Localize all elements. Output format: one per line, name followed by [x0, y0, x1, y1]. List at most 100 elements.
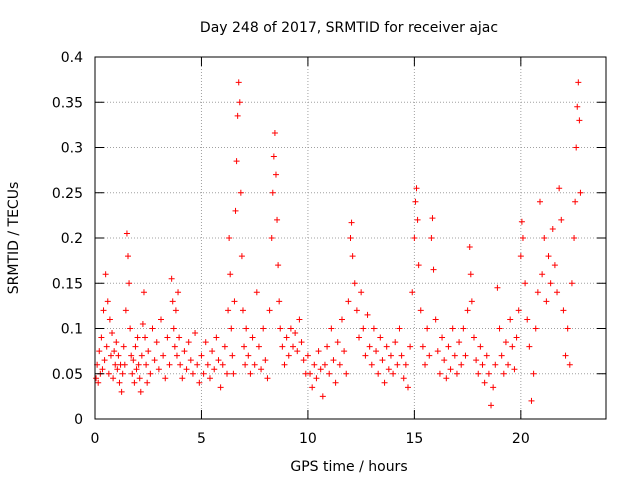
data-point — [260, 325, 267, 332]
data-point — [560, 307, 567, 314]
data-point — [153, 339, 160, 346]
data-point — [467, 271, 474, 278]
data-point — [233, 158, 240, 165]
data-point — [571, 235, 578, 241]
data-point — [107, 352, 114, 359]
data-point — [324, 343, 331, 350]
data-point — [477, 343, 484, 350]
data-point — [93, 375, 100, 382]
data-point — [142, 334, 149, 341]
data-point — [228, 325, 235, 332]
data-point — [241, 343, 248, 350]
data-point — [462, 352, 469, 359]
data-point — [473, 357, 480, 364]
data-point — [356, 334, 363, 341]
data-point — [285, 352, 292, 359]
data-point — [235, 79, 242, 86]
data-point — [321, 361, 328, 368]
data-point — [424, 325, 431, 332]
data-point — [219, 361, 226, 368]
data-point — [577, 189, 584, 196]
data-point — [200, 370, 207, 377]
data-point — [234, 112, 241, 119]
data-point — [277, 325, 284, 332]
data-point — [202, 339, 209, 346]
data-point — [131, 379, 138, 386]
y-tick-label: 0.35 — [52, 95, 83, 111]
data-point — [238, 253, 245, 260]
data-point — [470, 334, 477, 341]
data-point — [309, 384, 316, 391]
data-point — [475, 370, 482, 377]
data-point — [249, 334, 256, 341]
y-tick-label: 0.3 — [61, 141, 83, 157]
data-point — [173, 352, 180, 359]
data-point — [221, 343, 228, 350]
data-point — [492, 361, 499, 368]
data-point — [179, 375, 186, 382]
data-point — [175, 289, 182, 296]
y-tick-label: 0 — [74, 412, 83, 428]
data-point — [539, 271, 546, 278]
data-point — [262, 357, 269, 364]
data-point — [196, 379, 203, 386]
data-point — [119, 370, 126, 377]
data-point — [135, 361, 142, 368]
data-point — [543, 298, 550, 305]
data-point — [315, 348, 322, 355]
data-point — [390, 370, 397, 377]
data-point — [373, 348, 380, 355]
data-point — [488, 402, 495, 409]
data-point — [573, 144, 580, 151]
data-point — [98, 334, 105, 341]
data-point — [417, 307, 424, 314]
data-point — [554, 289, 561, 296]
data-point — [269, 189, 276, 196]
data-point — [296, 316, 303, 323]
x-tick-label: 10 — [299, 431, 317, 447]
data-point — [502, 339, 509, 346]
data-point — [104, 298, 111, 305]
data-point — [164, 334, 171, 341]
data-point — [143, 361, 150, 368]
data-point — [189, 370, 196, 377]
data-point — [230, 370, 237, 377]
data-point — [536, 198, 543, 205]
data-point — [95, 379, 102, 386]
data-point — [526, 343, 533, 350]
data-point — [268, 235, 275, 241]
data-point — [100, 307, 107, 314]
data-point — [422, 361, 429, 368]
data-point — [232, 207, 239, 214]
data-point — [326, 370, 333, 377]
data-point — [281, 361, 288, 368]
data-point — [517, 253, 524, 260]
data-point — [120, 343, 127, 350]
data-point — [576, 117, 583, 124]
data-point — [413, 185, 420, 192]
data-point — [568, 280, 575, 287]
data-point — [298, 339, 305, 346]
data-point — [113, 339, 120, 346]
data-point — [419, 343, 426, 350]
data-point — [466, 244, 473, 251]
data-point — [139, 320, 146, 327]
data-point — [511, 366, 518, 373]
data-point — [226, 235, 233, 241]
data-point — [551, 262, 558, 269]
plot-border — [94, 56, 607, 420]
data-point — [145, 348, 152, 355]
data-point — [343, 370, 350, 377]
data-point — [385, 366, 392, 373]
data-point — [398, 352, 405, 359]
data-point — [415, 262, 422, 269]
data-point — [279, 343, 286, 350]
data-point — [149, 325, 156, 332]
data-point — [436, 370, 443, 377]
data-point — [283, 334, 290, 341]
data-point — [556, 185, 563, 192]
data-point — [379, 357, 386, 364]
data-point — [574, 103, 581, 110]
data-point — [271, 130, 278, 137]
data-point — [460, 325, 467, 332]
